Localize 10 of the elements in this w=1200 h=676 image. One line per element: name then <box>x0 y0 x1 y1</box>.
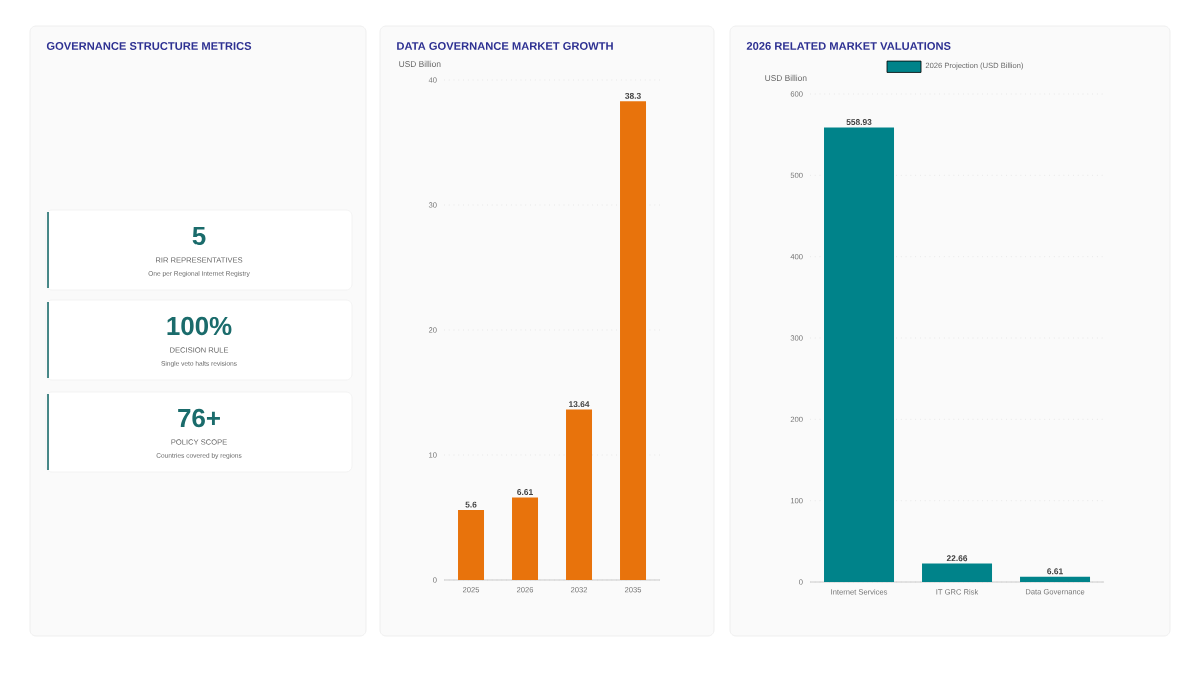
text: 76+ <box>178 408 220 428</box>
bar <box>566 409 593 580</box>
text: 5 <box>192 226 206 246</box>
bar <box>458 510 485 580</box>
bar <box>922 563 993 582</box>
text: 100% <box>167 316 232 336</box>
bar <box>512 497 539 580</box>
bar <box>620 101 647 580</box>
bar <box>824 127 895 582</box>
bar <box>1020 576 1091 582</box>
